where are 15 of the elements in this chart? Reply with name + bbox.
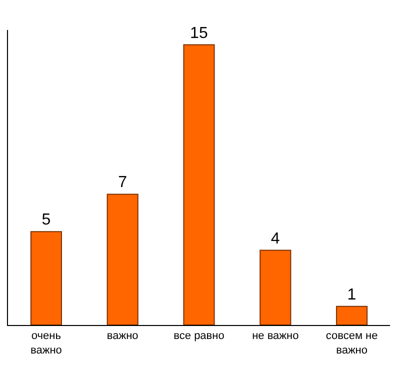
bar [106, 194, 138, 325]
data-label: 7 [118, 174, 128, 192]
data-label: 15 [190, 24, 208, 42]
data-label: 4 [270, 230, 280, 248]
bar [260, 250, 292, 325]
x-tick-label: важно [106, 330, 138, 342]
x-tick-label: не важно [252, 330, 299, 342]
bar [30, 231, 62, 325]
bar [183, 44, 215, 325]
bar [336, 306, 368, 325]
x-tick-label: совсем не важно [326, 330, 378, 356]
data-label: 1 [347, 286, 356, 304]
data-label: 5 [42, 212, 51, 229]
x-tick-label: все равно [174, 330, 224, 342]
x-tick-label: очень важно [30, 330, 62, 356]
